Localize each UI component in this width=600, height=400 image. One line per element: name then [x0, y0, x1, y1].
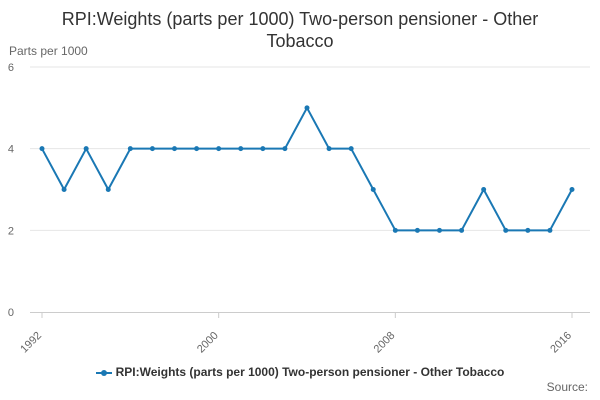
data-point — [348, 146, 354, 152]
data-point — [172, 146, 177, 152]
y-tick-label: 0 — [8, 307, 14, 319]
data-point — [304, 105, 310, 111]
y-axis-label: Parts per 1000 — [9, 44, 88, 58]
data-point — [459, 227, 465, 233]
x-tick-label: 2016 — [548, 330, 574, 356]
data-point — [260, 146, 266, 152]
data-point — [83, 146, 89, 152]
chart-title: RPI:Weights (parts per 1000) Two-person … — [0, 8, 600, 52]
data-point — [39, 146, 45, 152]
y-tick-label: 6 — [8, 62, 14, 74]
data-point — [216, 146, 222, 152]
chart-title-line-2: Tobacco — [266, 31, 334, 51]
data-point — [105, 187, 111, 192]
y-tick-label: 4 — [8, 144, 14, 156]
data-point — [61, 187, 67, 192]
data-point — [194, 146, 200, 152]
legend-swatch — [95, 367, 112, 379]
data-point — [503, 227, 509, 233]
legend-label: RPI:Weights (parts per 1000) Two-person … — [115, 365, 505, 379]
series-line — [41, 106, 573, 232]
data-point — [547, 227, 553, 233]
chart-title-line-1: RPI:Weights (parts per 1000) Two-person … — [61, 9, 539, 29]
data-point — [127, 146, 133, 152]
data-point — [370, 187, 376, 192]
data-point — [238, 146, 244, 152]
data-point — [326, 146, 332, 152]
data-point — [437, 227, 442, 233]
legend[interactable]: RPI:Weights (parts per 1000) Two-person … — [0, 365, 600, 379]
y-tick-label: 2 — [8, 225, 14, 237]
data-point — [481, 187, 487, 192]
source-label: Source: — [546, 380, 588, 394]
data-point — [392, 227, 398, 233]
x-tick-label: 2008 — [372, 330, 398, 356]
data-point — [149, 146, 155, 152]
x-tick-label: 2000 — [195, 330, 221, 356]
data-point — [414, 227, 420, 233]
x-tick-label: 1992 — [18, 330, 44, 356]
data-point — [525, 227, 531, 233]
data-point — [569, 187, 575, 192]
data-point — [282, 146, 288, 152]
